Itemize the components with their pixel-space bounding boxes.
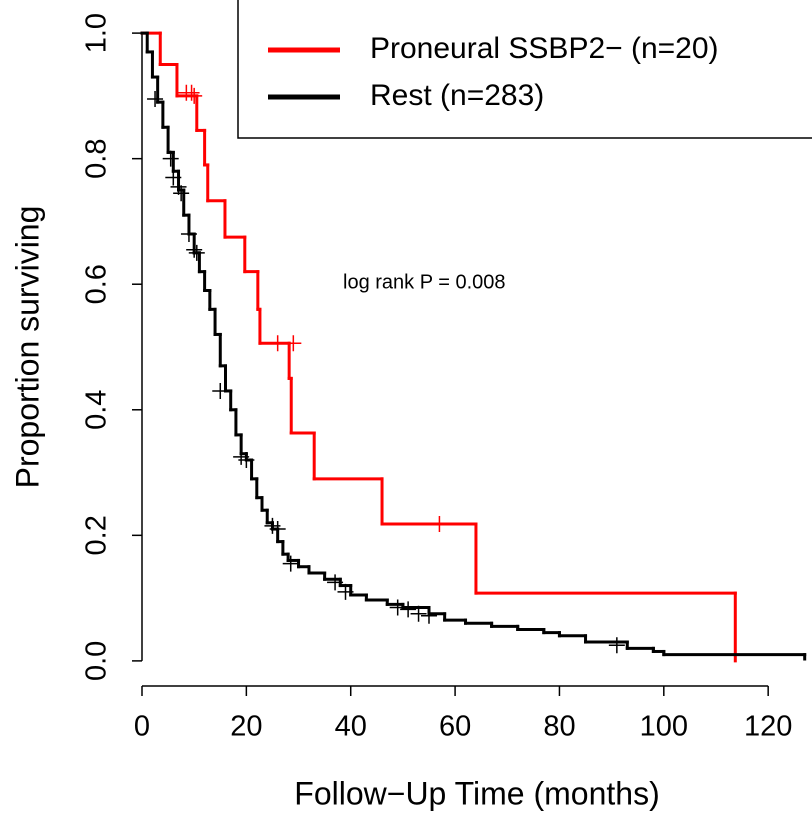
censor-mark — [410, 605, 427, 622]
y-tick-label: 0.8 — [81, 139, 113, 179]
x-tick-label: 60 — [439, 711, 471, 743]
censor-mark — [238, 452, 255, 468]
censor-mark — [282, 555, 299, 572]
censor-mark — [389, 599, 406, 616]
censor-mark — [170, 178, 187, 195]
legend-label: Rest (n=283) — [370, 79, 544, 112]
annotation: log rank P = 0.008 — [343, 271, 506, 293]
censor-mark — [162, 150, 179, 167]
censor-mark — [165, 169, 182, 186]
x-tick-label: 120 — [744, 711, 792, 743]
censor-mark — [400, 601, 417, 618]
censor-mark — [173, 185, 190, 202]
censor-mark — [431, 516, 448, 533]
y-axis-title: Proportion surviving — [9, 206, 45, 489]
y-tick-label: 0.0 — [81, 641, 113, 681]
x-tick-label: 0 — [134, 711, 150, 743]
legend-label: Proneural SSBP2− (n=20) — [370, 32, 719, 65]
y-tick-label: 1.0 — [81, 13, 113, 53]
x-tick-label: 100 — [640, 711, 688, 743]
censor-mark — [269, 521, 286, 538]
x-tick-label: 40 — [335, 711, 367, 743]
censor-mark — [180, 226, 197, 242]
censor-mark — [285, 335, 302, 352]
censor-mark — [188, 244, 205, 261]
y-tick-label: 0.2 — [81, 515, 113, 555]
censor-mark — [420, 607, 437, 624]
x-tick-label: 80 — [543, 711, 575, 743]
censor-mark — [269, 335, 286, 352]
censor-mark — [186, 87, 203, 104]
censor-mark — [327, 574, 344, 591]
censor-mark — [183, 84, 200, 101]
censor-mark — [186, 241, 203, 258]
x-axis-title: Follow−Up Time (months) — [294, 775, 659, 811]
y-tick-label: 0.4 — [81, 390, 113, 430]
x-tick-label: 20 — [230, 711, 262, 743]
censor-mark — [608, 637, 625, 654]
censor-mark — [337, 583, 354, 600]
censor-mark — [212, 382, 229, 399]
y-tick-label: 0.6 — [81, 264, 113, 304]
censor-mark — [147, 91, 164, 108]
legend-box — [237, 0, 812, 139]
